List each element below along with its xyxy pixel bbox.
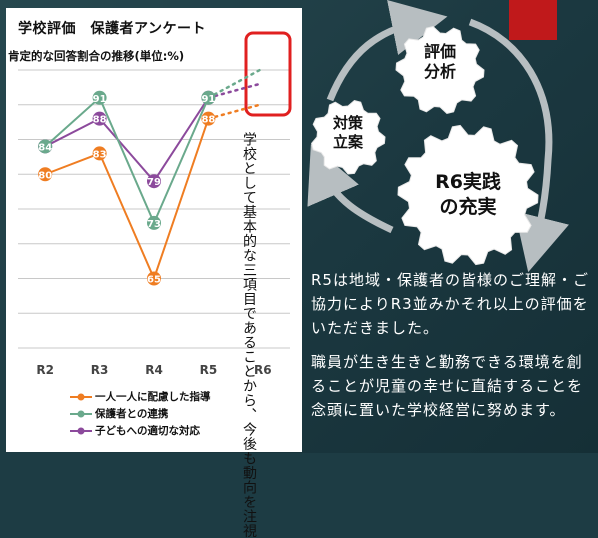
data-point	[147, 271, 161, 286]
x-tick-label: R2	[36, 363, 54, 377]
data-point	[201, 111, 216, 126]
data-point	[92, 111, 107, 126]
paragraph-1: R5は地域・保護者の皆様のご理解・ご協力によりR3並みかそれ以上の評価をいただき…	[311, 271, 589, 337]
line-chart: R2R3R4R5R6808365888488799184917391	[18, 31, 292, 377]
x-tick-label: R3	[91, 363, 109, 377]
legend-label: 一人一人に配慮した指導	[95, 391, 211, 403]
data-label: 91	[93, 94, 107, 105]
data-label: 73	[147, 219, 161, 230]
chart-title: 学校評価 保護者アンケート	[18, 21, 206, 37]
data-point	[147, 215, 161, 230]
legend-marker-icon	[70, 410, 92, 417]
x-tick-label: R5	[200, 363, 218, 377]
cycle-arrow-icon	[307, 144, 394, 234]
data-point	[92, 146, 107, 161]
legend-marker-icon	[70, 393, 92, 400]
gear-analysis-icon	[395, 25, 485, 115]
legend-marker-icon	[70, 427, 92, 434]
cycle-arrow-icon	[326, 0, 448, 102]
paragraph-2: 職員が生き生きと勤務できる環境を創ることが児童の幸せに直結することを念頭に置いた…	[311, 353, 584, 419]
gear-practice-icon	[397, 124, 539, 266]
chart-annotation: 学校として基本的な三項目であることから、今後も動向を注視	[241, 132, 257, 538]
series-line	[44, 96, 210, 226]
gear-planning-icon	[311, 100, 386, 175]
data-label: 80	[38, 170, 52, 181]
data-point	[38, 167, 53, 182]
series-line	[44, 118, 210, 282]
data-point	[147, 174, 161, 189]
data-label: 65	[147, 275, 161, 286]
highlight-box	[244, 31, 292, 117]
data-point	[92, 90, 107, 105]
legend-label: 保護者との連携	[95, 408, 169, 420]
chart-panel	[6, 8, 302, 452]
data-label: 88	[93, 115, 107, 126]
legend-item-orange: 一人一人に配慮した指導	[70, 388, 211, 405]
projection-line	[207, 82, 262, 100]
series-line	[44, 97, 210, 183]
x-tick-label: R4	[145, 363, 163, 377]
x-tick-label: R6	[254, 363, 272, 377]
accent-tab	[509, 0, 557, 40]
data-label: 84	[38, 142, 52, 153]
legend-item-green: 保護者との連携	[70, 405, 211, 422]
chart-legend: 一人一人に配慮した指導 保護者との連携 子どもへの適切な対応	[70, 388, 211, 439]
data-label: 83	[93, 149, 107, 160]
data-point	[38, 139, 53, 154]
projection-line	[207, 68, 262, 100]
legend-item-purple: 子どもへの適切な対応	[70, 422, 211, 439]
data-label: 79	[147, 177, 161, 188]
data-label: 88	[201, 115, 215, 126]
gear-label-planning: 対策 立案	[332, 114, 363, 151]
data-point	[201, 90, 216, 105]
cycle-diagram	[307, 0, 569, 273]
gear-label-analysis: 評価 分析	[423, 42, 456, 81]
projection-line	[207, 103, 262, 120]
data-label: 91	[201, 94, 215, 105]
cycle-arrow-icon	[468, 18, 569, 273]
chart-subtitle: 肯定的な回答割合の推移(単位:%)	[8, 49, 185, 63]
gear-label-practice: R6実践 の充実	[435, 171, 501, 218]
legend-label: 子どもへの適切な対応	[95, 425, 200, 437]
